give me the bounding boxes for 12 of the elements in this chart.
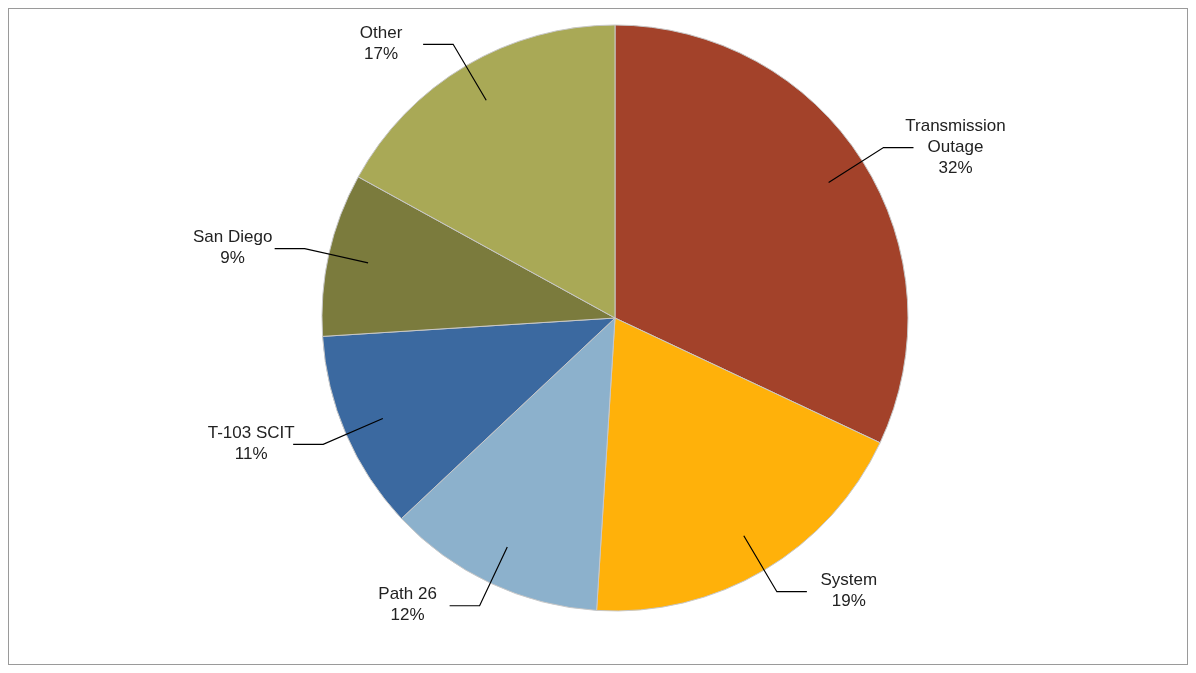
slice-label: T-103 SCIT	[207, 423, 295, 443]
data-label: 32%	[938, 158, 973, 178]
slice-label: Path 26	[378, 584, 437, 604]
data-label: 9%	[220, 248, 245, 268]
data-label: 17%	[364, 44, 399, 64]
slice-label: Transmission Outage	[905, 116, 1006, 157]
data-label: 11%	[234, 444, 268, 464]
slice-label: San Diego	[192, 227, 273, 247]
slice-label: System	[820, 570, 878, 590]
slice-label: Other	[359, 23, 403, 43]
data-label: 12%	[390, 605, 425, 625]
data-label: 19%	[831, 591, 866, 611]
